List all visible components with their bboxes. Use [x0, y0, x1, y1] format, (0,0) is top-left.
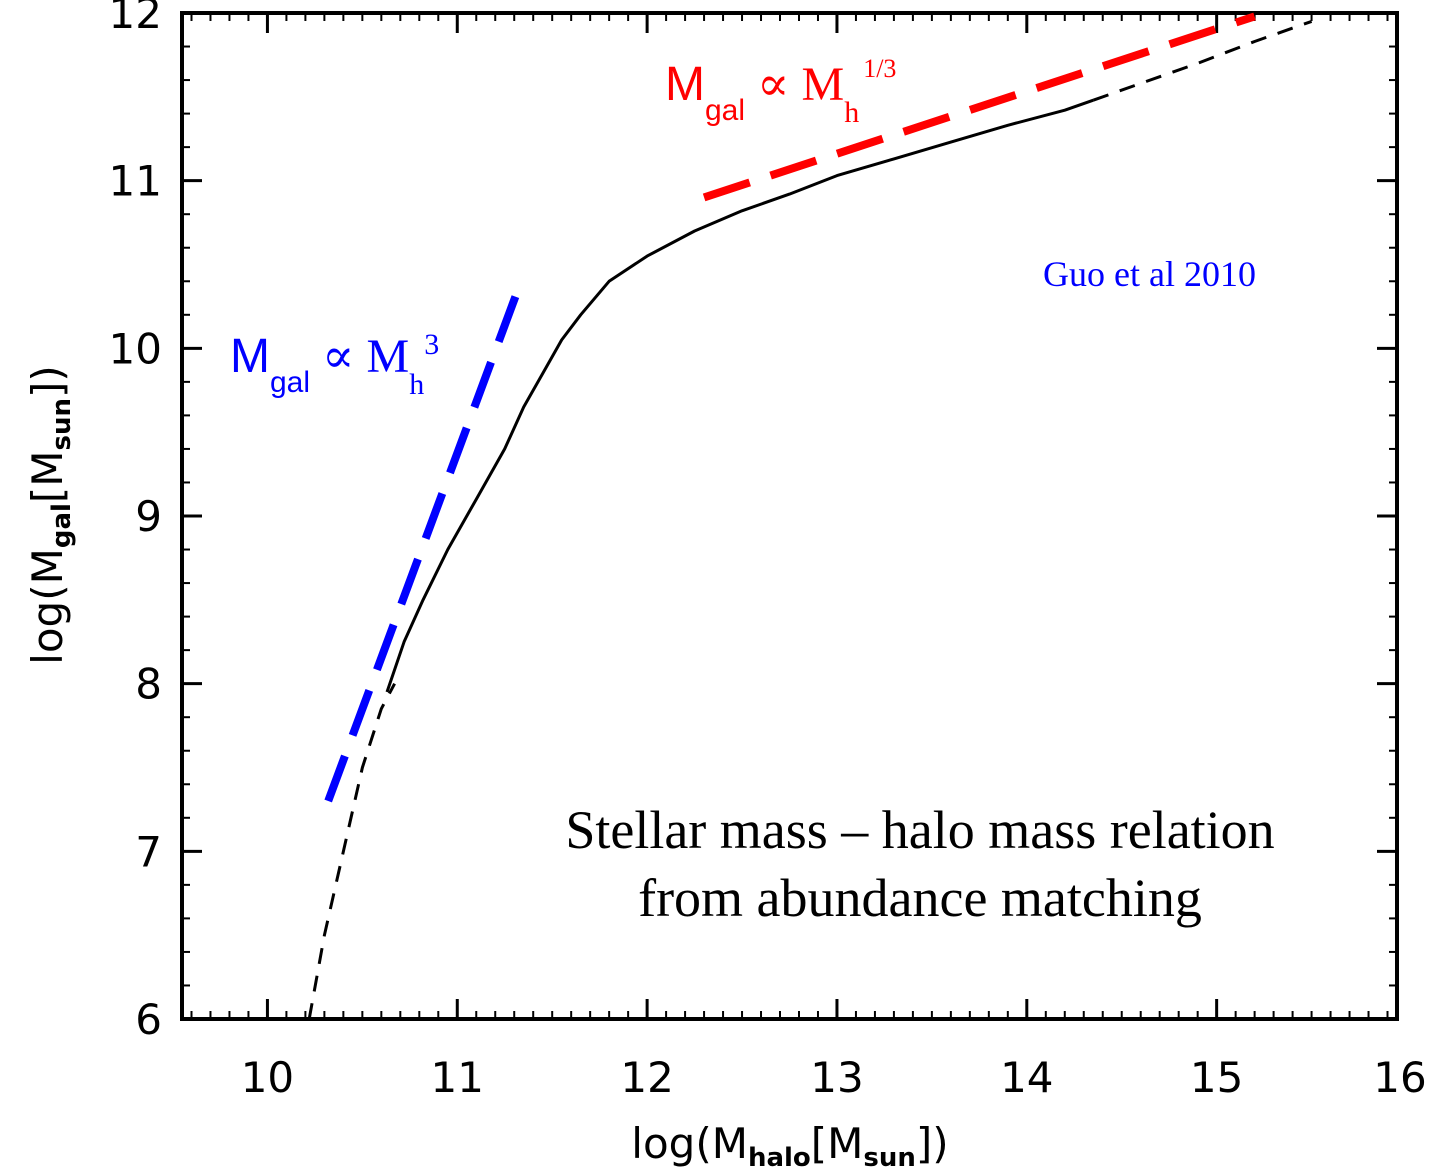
x-tick-label: 10 — [241, 1053, 294, 1102]
title-line-2: from abundance matching — [638, 868, 1202, 928]
y-tick-label: 7 — [135, 827, 162, 876]
series-line-0 — [385, 98, 1094, 693]
series-line-4 — [702, 12, 1256, 202]
y-tick-label: 10 — [109, 324, 162, 373]
x-tick-label: 11 — [431, 1053, 484, 1102]
y-axis-label-pre: log(M — [23, 548, 72, 665]
y-tick-label: 11 — [109, 157, 162, 206]
y-axis-label-mid: [M — [23, 450, 72, 503]
x-axis-label: log(Mhalo[Msun]) — [631, 1119, 948, 1173]
x-tick-label: 15 — [1190, 1053, 1243, 1102]
x-tick-label: 14 — [1000, 1053, 1053, 1102]
x-tick-label: 16 — [1373, 1053, 1426, 1102]
y-axis-label-sub: gal — [47, 503, 77, 548]
y-tick-label: 9 — [135, 492, 162, 541]
red-relation-sub: gal — [705, 94, 745, 127]
title-line-1: Stellar mass – halo mass relation — [565, 800, 1274, 860]
y-tick-label: 8 — [135, 660, 162, 709]
y-tick-label: 6 — [135, 995, 162, 1044]
series-layer — [307, 12, 1313, 1020]
major-ticks — [182, 11, 1397, 1021]
y-axis-label: log(Mgal[Msun]) — [23, 365, 77, 665]
series-line-1 — [307, 682, 396, 1020]
citation-label: Guo et al 2010 — [1043, 254, 1256, 294]
red-relation-annotation: Mgal ∝ Mh1/3 — [665, 54, 896, 129]
blue-relation-base: M — [230, 330, 270, 383]
series-line-2 — [1092, 19, 1313, 102]
y-tick-labels: 6 7 8 9 10 11 12 — [109, 0, 162, 1044]
red-relation-base: M — [665, 58, 705, 111]
x-tick-labels: 10 11 12 13 14 15 16 — [241, 1053, 1427, 1102]
x-axis-label-sub2: sun — [863, 1143, 916, 1173]
red-relation-mid: ∝ M — [745, 58, 844, 111]
blue-relation-sub: gal — [270, 366, 310, 399]
x-tick-label: 13 — [810, 1053, 863, 1102]
x-axis-label-post: ]) — [916, 1119, 949, 1168]
x-tick-label: 12 — [620, 1053, 673, 1102]
blue-relation-sup: 3 — [424, 328, 439, 361]
y-tick-label: 12 — [109, 0, 162, 38]
minor-ticks — [182, 12, 1397, 1020]
x-axis-label-pre: log(M — [631, 1119, 748, 1168]
red-relation-sub2: h — [844, 96, 859, 129]
x-axis-label-mid: [M — [811, 1119, 864, 1168]
blue-relation-mid: ∝ M — [310, 330, 409, 383]
blue-relation-annotation: Mgal ∝ Mh3 — [230, 328, 439, 401]
x-axis-label-sub: halo — [748, 1143, 811, 1173]
series-line-3 — [324, 288, 522, 803]
y-axis-label-sub2: sun — [47, 398, 77, 451]
y-axis-label-post: ]) — [23, 365, 72, 398]
blue-relation-sub2: h — [409, 368, 424, 401]
red-relation-sup: 1/3 — [863, 54, 896, 83]
